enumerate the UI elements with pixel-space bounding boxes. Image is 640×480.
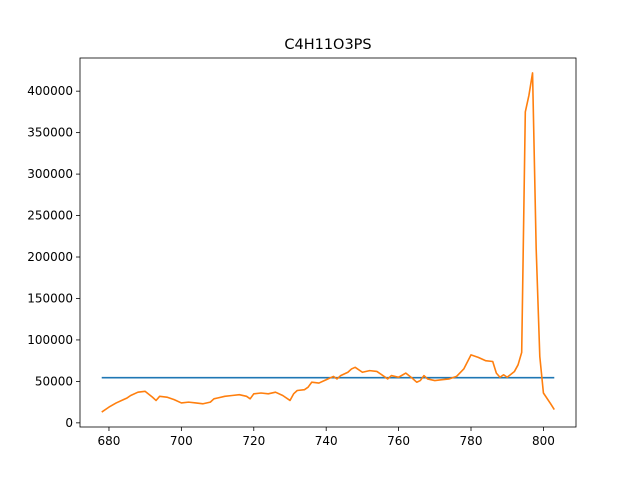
y-axis-ticks: 0 50000 100000 150000 200000 250000 300000 3500… bbox=[27, 84, 80, 430]
x-tick-label: 760 bbox=[387, 434, 410, 448]
y-tick-label: 300000 bbox=[27, 167, 73, 181]
x-axis-ticks: 680 700 720 740 760 780 800 bbox=[98, 427, 555, 448]
y-tick-label: 400000 bbox=[27, 84, 73, 98]
x-tick-label: 680 bbox=[98, 434, 121, 448]
x-tick-label: 700 bbox=[170, 434, 193, 448]
y-tick-label: 100000 bbox=[27, 333, 73, 347]
x-tick-label: 720 bbox=[242, 434, 265, 448]
series-layer bbox=[101, 72, 555, 413]
x-tick-label: 780 bbox=[460, 434, 483, 448]
y-tick-label: 250000 bbox=[27, 209, 73, 223]
y-tick-label: 0 bbox=[65, 416, 73, 430]
y-tick-label: 200000 bbox=[27, 250, 73, 264]
series-line-2 bbox=[101, 72, 555, 413]
y-tick-label: 50000 bbox=[35, 374, 73, 388]
x-tick-label: 800 bbox=[532, 434, 555, 448]
y-tick-label: 350000 bbox=[27, 126, 73, 140]
x-tick-label: 740 bbox=[315, 434, 338, 448]
plot-frame bbox=[79, 57, 577, 428]
chart-title: C4H11O3PS bbox=[284, 37, 371, 53]
y-tick-label: 150000 bbox=[27, 291, 73, 305]
